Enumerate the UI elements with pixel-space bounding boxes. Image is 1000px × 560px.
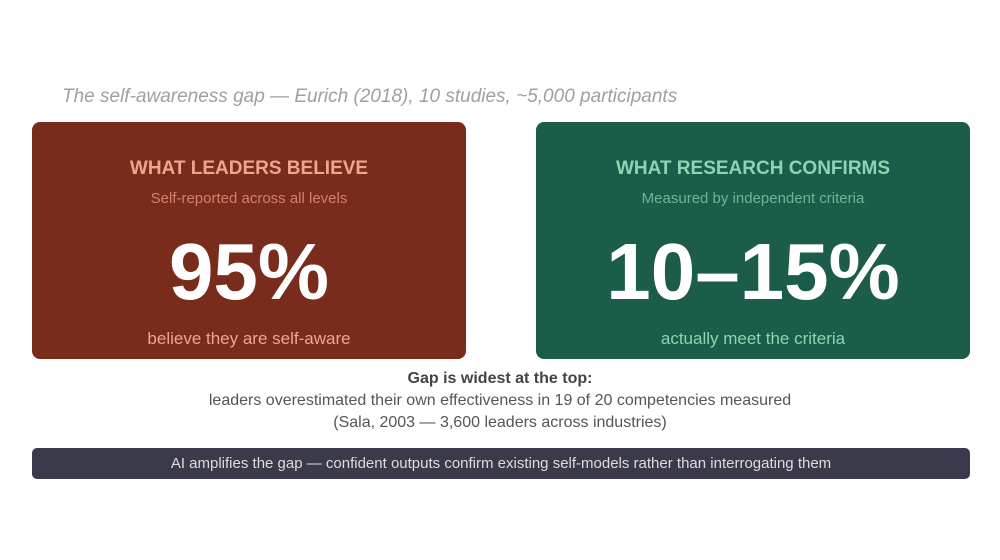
card-stat: 95%	[168, 227, 330, 316]
gap-source: (Sala, 2003 — 3,600 leaders across indus…	[333, 414, 667, 431]
belief-card: WHAT LEADERS BELIEVE Self-reported acros…	[32, 122, 466, 359]
card-stat: 10–15%	[606, 227, 900, 316]
card-sub: Measured by independent criteria	[641, 190, 865, 207]
banner: AI amplifies the gap — confident outputs…	[32, 448, 970, 479]
card-caption: actually meet the criteria	[660, 329, 846, 348]
gap-line: leaders overestimated their own effectiv…	[208, 392, 792, 409]
card-heading: WHAT RESEARCH CONFIRMS	[615, 158, 891, 179]
card-sub: Self-reported across all levels	[150, 190, 348, 207]
subtitle: The self-awareness gap — Eurich (2018), …	[62, 86, 678, 107]
card-caption: believe they are self-aware	[147, 329, 351, 348]
card-heading: WHAT LEADERS BELIEVE	[129, 158, 369, 179]
gap-note: Gap is widest at the top: leaders overes…	[0, 368, 1000, 434]
research-card: WHAT RESEARCH CONFIRMS Measured by indep…	[536, 122, 970, 359]
gap-title: Gap is widest at the top:	[407, 370, 593, 387]
